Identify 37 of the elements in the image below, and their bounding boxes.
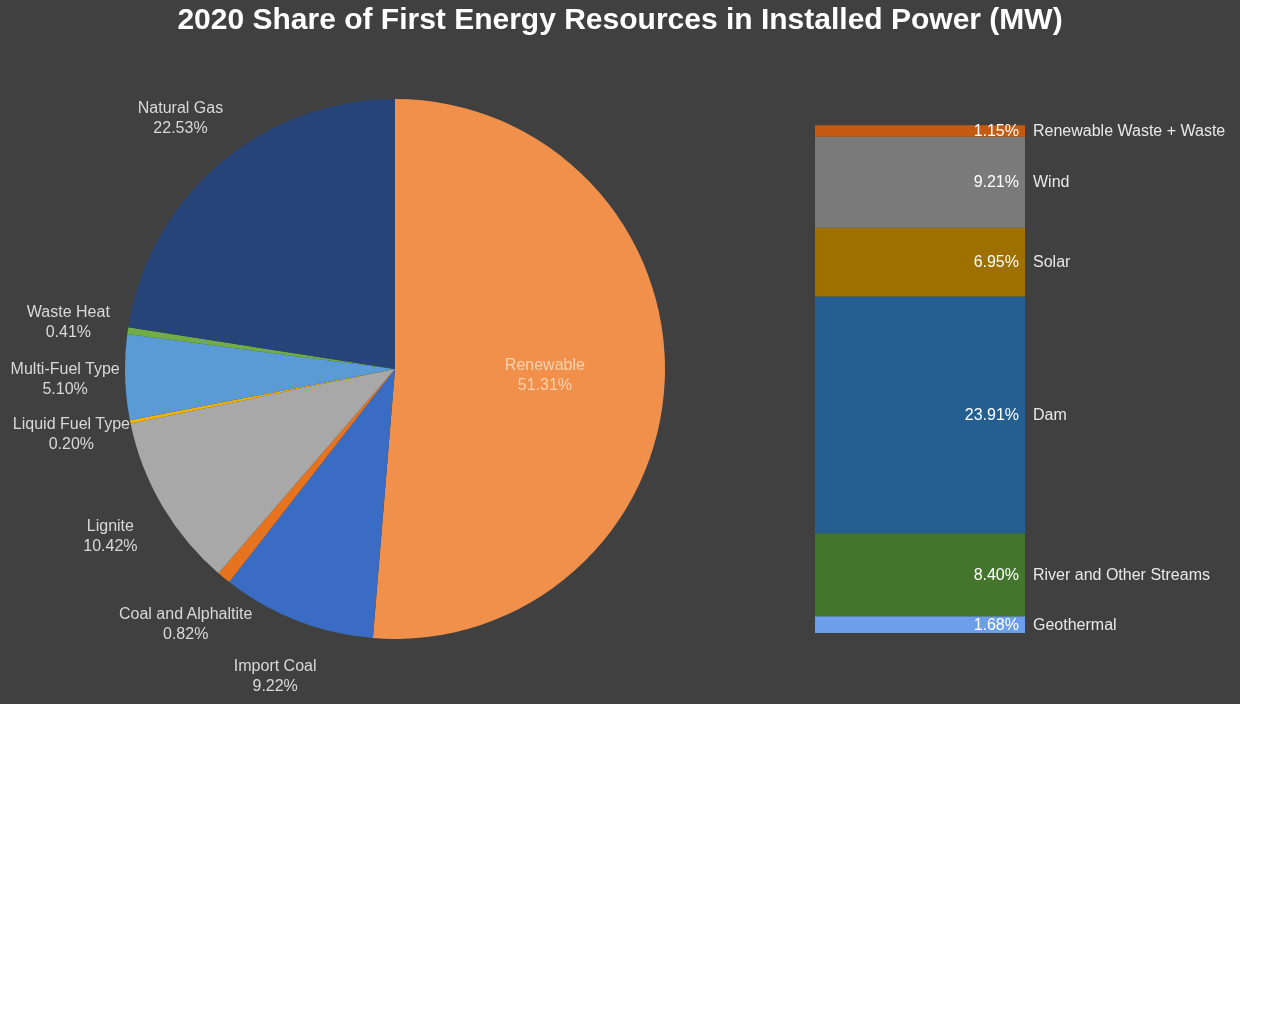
slice-label: Waste Heat [26,303,111,321]
slice-label: Coal and Alphaltite [118,605,253,623]
data-label: 5.10% [42,380,88,398]
data-label: 0.41% [45,323,92,341]
bar [815,296,1025,534]
data-label: 9.22% [252,677,298,695]
data-label: 51.31% [517,376,573,394]
series-label: Solar [1033,253,1072,271]
data-label: 1.15% [973,122,1019,139]
data-label: 6.95% [973,253,1019,271]
bar [815,136,1025,228]
data-label: 9.21% [973,173,1019,191]
slice-label: Natural Gas [137,99,224,117]
data-label: 10.42% [83,537,138,555]
data-label: 0.82% [163,625,209,643]
data-label: 0.20% [48,434,95,452]
data-label: 23.91% [964,405,1019,423]
series-label: Renewable Waste + Waste [1033,122,1226,139]
slice-label: Lignite [86,517,135,535]
slice-label: Multi-Fuel Type [10,360,120,378]
series-label: River and Other Streams [1033,565,1210,583]
series-label: Geothermal [1033,615,1117,633]
slice-label: Renewable [504,356,585,374]
chart-title: 2020 Share of First Energy Resources in Installed Power (MW) [177,2,1063,35]
series-label: Wind [1033,173,1070,191]
data-label: 22.53% [153,119,208,137]
slice-label: Import Coal [233,657,317,675]
bar [815,616,1025,633]
bar [815,533,1025,617]
bar [815,125,1025,137]
series-label: Dam [1033,405,1067,423]
pie-slice [128,99,395,369]
data-label: 1.68% [973,615,1019,633]
data-label: 8.40% [973,565,1019,583]
bar [815,227,1025,297]
pie-slice [372,99,665,639]
slice-label: Liquid Fuel Type [12,414,131,432]
